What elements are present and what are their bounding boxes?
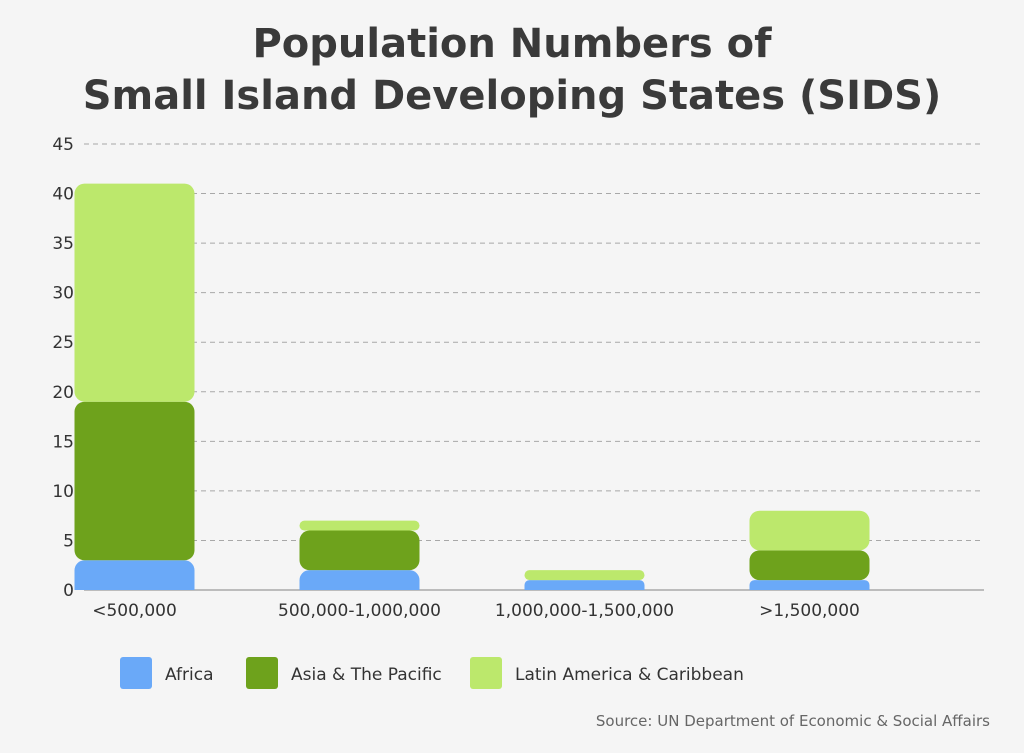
- bar-segment-latin-america-caribbean: [524, 570, 645, 581]
- bar-segment-africa-base: [524, 585, 645, 590]
- x-axis-ticks: <500,000 500,000-1,000,000 1,000,000-1,500…: [92, 601, 860, 621]
- y-tick-label: 35: [52, 234, 74, 254]
- legend-swatch: [120, 657, 152, 689]
- bar-segment-africa-base: [74, 580, 195, 590]
- bar-segment-latin-america-caribbean: [749, 510, 870, 551]
- chart-title: Population Numbers of Small Island Devel…: [0, 18, 1024, 122]
- y-tick-label: 10: [52, 482, 74, 502]
- legend-swatch: [246, 657, 278, 689]
- y-tick-label: 45: [52, 135, 74, 155]
- bar-segment-asia-the-pacific: [749, 550, 870, 581]
- bar-segment-asia-the-pacific: [74, 401, 195, 561]
- legend-swatch: [470, 657, 502, 689]
- y-tick-label: 40: [52, 185, 74, 205]
- bar-segment-africa-base: [749, 585, 870, 590]
- chart-title-line-1: Population Numbers of: [252, 21, 772, 67]
- y-tick-label: 0: [63, 581, 74, 601]
- bar-segment-latin-america-caribbean: [299, 520, 420, 531]
- y-tick-label: 5: [63, 531, 74, 551]
- legend: Africa Asia & The Pacific Latin America & …: [120, 657, 744, 689]
- bar-segment-latin-america-caribbean: [74, 183, 195, 402]
- y-tick-label: 20: [52, 383, 74, 403]
- legend-label: Africa: [165, 665, 214, 685]
- legend-label: Latin America & Caribbean: [515, 665, 744, 685]
- y-tick-label: 25: [52, 333, 74, 353]
- x-tick-label: <500,000: [92, 601, 177, 621]
- y-tick-label: 15: [52, 432, 74, 452]
- y-axis-ticks: 0 5 10 15 20 25 30 35 40 45: [52, 135, 74, 601]
- bars: [74, 183, 870, 590]
- x-tick-label: >1,500,000: [759, 601, 860, 621]
- bar-segment-asia-the-pacific: [299, 530, 420, 571]
- chart-title-line-2: Small Island Developing States (SIDS): [82, 73, 942, 119]
- x-tick-label: 1,000,000-1,500,000: [495, 601, 674, 621]
- bar-segment-africa-base: [299, 580, 420, 590]
- x-tick-label: 500,000-1,000,000: [278, 601, 441, 621]
- gridlines: [84, 143, 984, 591]
- legend-label: Asia & The Pacific: [291, 665, 442, 685]
- y-tick-label: 30: [52, 284, 74, 304]
- source-note: Source: UN Department of Economic & Soci…: [595, 712, 990, 730]
